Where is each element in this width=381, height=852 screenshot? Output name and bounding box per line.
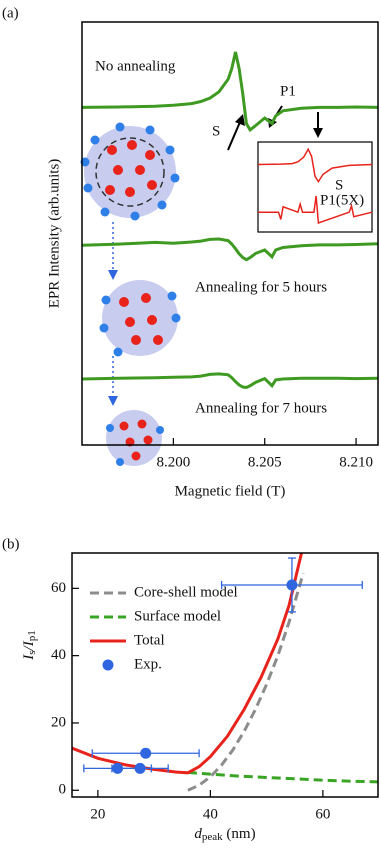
axes-frame	[71, 552, 379, 798]
inset-line	[257, 147, 373, 184]
y-tick-label: 20	[51, 714, 66, 730]
series-label: Annealing for 7 hours	[195, 400, 327, 416]
panel-label: (a)	[2, 5, 19, 21]
surface-spins	[106, 424, 164, 466]
legend-label: Total	[134, 632, 165, 648]
core-spins	[119, 293, 163, 345]
series-label: Annealing for 5 hours	[195, 279, 327, 295]
surface-spins	[80, 122, 180, 221]
series-line	[82, 372, 378, 390]
panel-label: (b)	[2, 536, 20, 552]
surface-spins	[99, 291, 181, 357]
axis-label-part: /I	[21, 640, 37, 651]
core-spins	[119, 419, 153, 461]
annotation: S	[212, 123, 220, 139]
x-axis-label: Magnetic field (T)	[175, 483, 286, 499]
x-tick-label: 40	[203, 806, 218, 822]
data-point	[286, 579, 298, 591]
plot-area	[72, 553, 378, 792]
shell	[95, 137, 165, 207]
data-point	[140, 747, 152, 759]
inset-label: P1(5X)	[320, 192, 364, 208]
series-line	[187, 572, 305, 792]
x-tick-label: 8.200	[156, 454, 190, 470]
axis-label: dpeak (nm)	[194, 826, 255, 843]
legend-label: Surface model	[134, 608, 221, 624]
series-line	[72, 553, 303, 775]
plot-area	[82, 51, 378, 390]
series-label: No annealing	[95, 58, 176, 74]
data-point	[134, 762, 146, 774]
inset-line	[258, 195, 373, 225]
y-tick-label: 60	[51, 580, 66, 596]
inset-label: S	[335, 177, 343, 193]
axis-label-part: d	[194, 826, 202, 842]
axes-frame	[81, 21, 379, 446]
legend-label: Core-shell model	[134, 584, 238, 600]
legend-marker	[102, 659, 114, 671]
particle	[84, 126, 176, 218]
particle	[102, 280, 178, 356]
axis-label-part: s	[26, 650, 38, 654]
series-line	[82, 51, 378, 133]
y-axis-label: EPR Intensity (arb.units)	[46, 159, 62, 309]
axis-label-part: p1	[26, 630, 38, 641]
annotation: P1	[280, 83, 296, 99]
axis-label-part: peak	[202, 831, 223, 843]
inset-frame	[257, 141, 373, 233]
core-spins	[105, 140, 157, 197]
x-tick-label: 8.210	[339, 454, 373, 470]
axis-label-part: (nm)	[223, 826, 256, 842]
series-line	[82, 237, 378, 262]
arrowhead	[313, 128, 323, 138]
arrowhead	[108, 270, 118, 280]
arrow	[227, 121, 241, 151]
axis-label-part: I	[21, 654, 37, 661]
series-line	[187, 770, 378, 784]
x-tick-label: 20	[90, 806, 105, 822]
y-tick-label: 0	[59, 782, 67, 798]
legend-label: Exp.	[134, 656, 162, 672]
arrowhead	[235, 114, 245, 126]
x-tick-label: 8.205	[248, 454, 282, 470]
axis-label: Is/Ip1	[21, 630, 38, 660]
y-tick-label: 40	[51, 647, 66, 663]
arrowhead	[108, 396, 118, 406]
x-tick-label: 60	[315, 806, 330, 822]
